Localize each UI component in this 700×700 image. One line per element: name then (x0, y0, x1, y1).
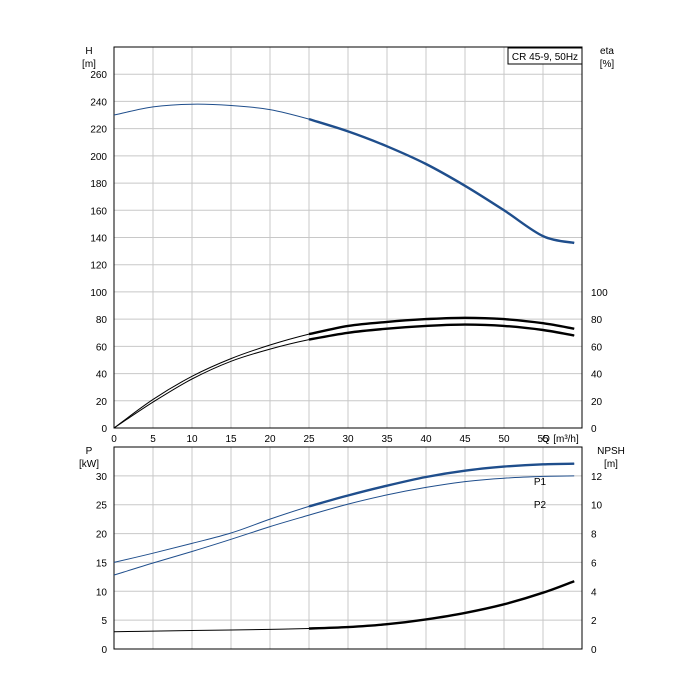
npsh-tick-label: 2 (591, 616, 597, 627)
npsh-tick-label: 4 (591, 587, 597, 598)
curves (113, 103, 575, 633)
head-tick-label: 140 (90, 234, 107, 245)
x-tick-label: 50 (498, 434, 510, 445)
model-label: CR 45-9, 50Hz (512, 52, 578, 63)
eta-lower-curve-operating (308, 323, 575, 341)
eta-tick-label: 80 (591, 315, 603, 326)
eta-axis-unit: [%] (600, 59, 615, 70)
head-tick-label: 240 (90, 97, 107, 108)
npsh-tick-label: 10 (591, 501, 603, 512)
x-tick-label: 0 (111, 434, 117, 445)
series-label-p1: P1 (534, 477, 547, 488)
eta-upper-curve-operating (308, 316, 575, 336)
eta-tick-label: 40 (591, 370, 603, 381)
head-curve (113, 103, 575, 244)
head-tick-label: 200 (90, 152, 107, 163)
head-tick-label: 0 (101, 424, 107, 435)
head-tick-label: 220 (90, 125, 107, 136)
eta-tick-label: 60 (591, 342, 603, 353)
head-tick-label: 80 (96, 315, 108, 326)
eta-lower-curve (113, 324, 575, 429)
npsh-tick-label: 6 (591, 558, 597, 569)
npsh-axis-label: NPSH (597, 446, 625, 457)
power-tick-label: 15 (96, 558, 108, 569)
x-tick-label: 30 (342, 434, 354, 445)
x-tick-label: 10 (186, 434, 198, 445)
npsh-curve (113, 580, 575, 633)
head-tick-label: 20 (96, 397, 108, 408)
power-tick-label: 25 (96, 501, 108, 512)
x-tick-label: 20 (264, 434, 276, 445)
head-tick-label: 60 (96, 342, 108, 353)
bottom-plot-frame (113, 446, 583, 650)
eta-axis-label: eta (600, 46, 614, 57)
power-tick-label: 30 (96, 472, 108, 483)
power-tick-label: 10 (96, 587, 108, 598)
p1-curve-operating (308, 462, 575, 508)
x-tick-label: 45 (459, 434, 471, 445)
head-curve-operating (308, 117, 575, 245)
npsh-tick-label: 8 (591, 530, 597, 541)
flow-axis-label-unit: [m³/h] (553, 434, 579, 445)
head-tick-label: 260 (90, 70, 107, 81)
x-tick-label: 35 (381, 434, 393, 445)
head-axis-label: H (85, 46, 92, 57)
npsh-tick-label: 12 (591, 472, 603, 483)
x-tick-label: 5 (150, 434, 156, 445)
head-tick-label: 100 (90, 288, 107, 299)
power-tick-label: 5 (101, 616, 107, 627)
eta-tick-label: 20 (591, 397, 603, 408)
head-tick-label: 40 (96, 370, 108, 381)
power-axis-unit: [kW] (79, 459, 99, 470)
npsh-tick-label: 0 (591, 645, 597, 656)
power-tick-label: 20 (96, 530, 108, 541)
x-tick-label: 15 (225, 434, 237, 445)
series-label-p2: P2 (534, 500, 547, 511)
head-tick-label: 180 (90, 179, 107, 190)
p2-curve (113, 475, 575, 576)
power-axis-label: P (86, 446, 93, 457)
model-label-box (507, 47, 583, 65)
x-tick-label: 40 (420, 434, 432, 445)
head-tick-label: 160 (90, 206, 107, 217)
npsh-axis-unit: [m] (604, 459, 618, 470)
head-tick-label: 120 (90, 261, 107, 272)
x-tick-label: 25 (303, 434, 315, 445)
eta-tick-label: 100 (591, 288, 608, 299)
head-axis-unit: [m] (82, 59, 96, 70)
tick-labels: 0 5 10 15 20 25 30 35 40 45 50 55020406080100120140… (90, 70, 608, 656)
x-tick-label: 55 (537, 434, 549, 445)
flow-axis-label-q: Q (542, 434, 550, 445)
top-plot-frame (113, 46, 583, 429)
eta-tick-label: 0 (591, 424, 597, 435)
power-tick-label: 0 (101, 645, 107, 656)
npsh-curve-operating (308, 580, 575, 630)
